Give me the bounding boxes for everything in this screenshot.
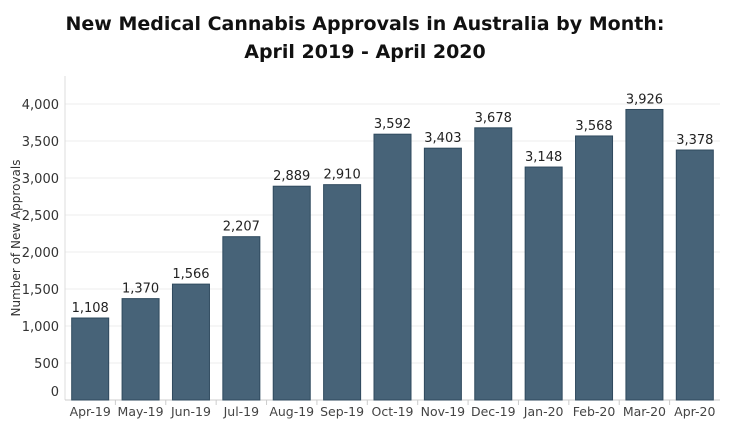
chart-title-line-2: April 2019 - April 2020 (244, 41, 486, 63)
y-tick-label: 3,500 (22, 135, 59, 150)
y-tick-label: 4,000 (22, 98, 59, 113)
data-label: 1,370 (122, 282, 159, 297)
data-label: 3,378 (676, 133, 713, 148)
y-axis-title: Number of New Approvals (9, 160, 23, 317)
x-tick-label: Feb-20 (573, 404, 616, 419)
data-label: 3,403 (424, 131, 461, 146)
y-tick-label: 1,000 (22, 320, 59, 335)
data-label: 3,568 (575, 119, 612, 134)
x-tick-label: Dec-19 (471, 404, 516, 419)
y-tick-label: 2,500 (22, 209, 59, 224)
data-label: 2,207 (223, 220, 260, 235)
data-label: 1,108 (72, 301, 109, 316)
bar-Aug-19 (272, 185, 311, 401)
bar-Oct-19 (373, 133, 412, 401)
bar-Jun-19 (171, 283, 210, 401)
x-tick-label: Nov-19 (421, 404, 466, 419)
y-tick-label: 2,000 (22, 246, 59, 261)
data-label: 1,566 (172, 267, 209, 282)
chart-title-line-1: New Medical Cannabis Approvals in Austra… (65, 13, 665, 35)
x-tick-label: Oct-19 (371, 404, 413, 419)
y-tick-label: 0 (51, 385, 59, 400)
data-label: 2,889 (273, 169, 310, 184)
bar-Feb-20 (575, 135, 614, 401)
bar-Jan-20 (524, 166, 563, 401)
data-label: 3,926 (626, 92, 663, 107)
data-label: 3,678 (475, 111, 512, 126)
x-tick-label: Apr-20 (674, 404, 715, 419)
bar-Mar-20 (625, 108, 664, 401)
bar-May-19 (121, 298, 160, 401)
bar-Jul-19 (222, 236, 261, 401)
x-tick-label: Jul-19 (223, 404, 260, 419)
x-tick-label: Apr-19 (70, 404, 111, 419)
x-tick-label: Jan-20 (523, 404, 564, 419)
x-tick-label: Jun-19 (170, 404, 211, 419)
bar-Sep-19 (323, 184, 362, 401)
y-tick-label: 3,000 (22, 172, 59, 187)
x-tick-label: May-19 (118, 404, 164, 419)
x-tick-label: Aug-19 (269, 404, 314, 419)
bar-Nov-19 (423, 147, 462, 401)
data-label: 3,148 (525, 150, 562, 165)
bar-Dec-19 (474, 127, 513, 401)
y-tick-label: 500 (34, 357, 59, 372)
data-label: 3,592 (374, 117, 411, 132)
bar-Apr-20 (675, 149, 714, 401)
bar-Apr-19 (71, 317, 110, 401)
x-tick-label: Mar-20 (623, 404, 666, 419)
x-tick-label: Sep-19 (320, 404, 364, 419)
data-label: 2,910 (324, 168, 361, 183)
y-tick-label: 1,500 (22, 283, 59, 298)
